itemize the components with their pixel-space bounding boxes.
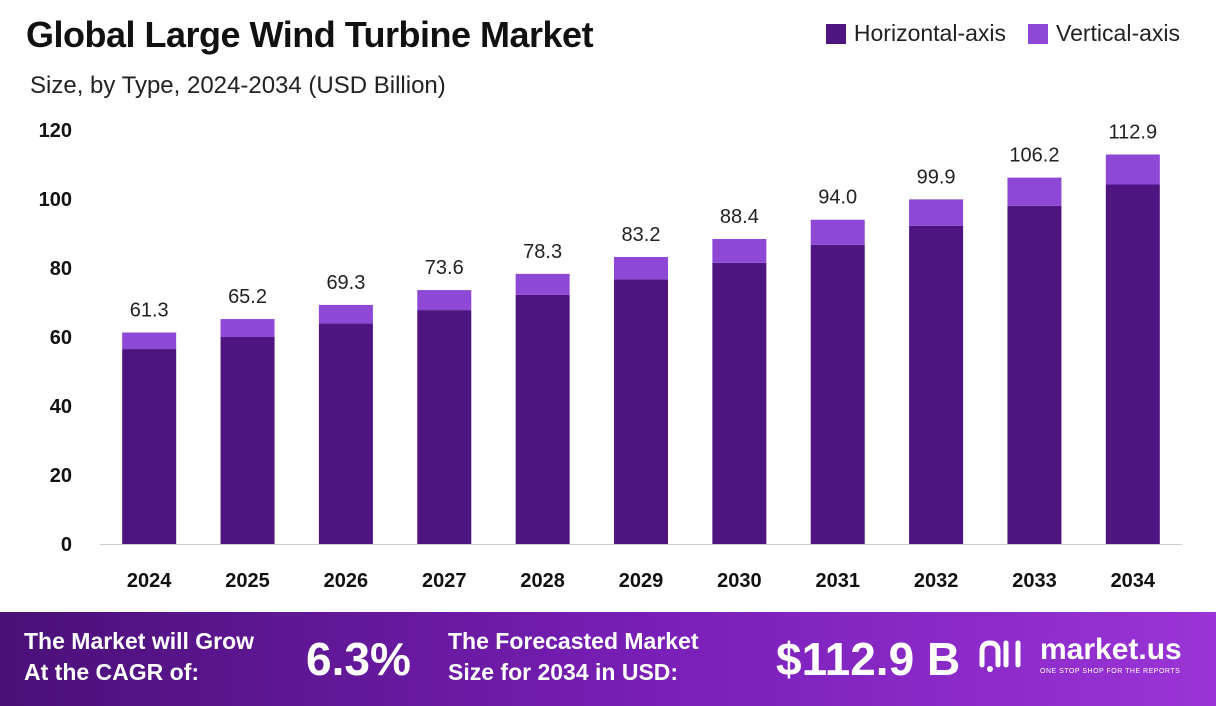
bar-horizontal-2025 [220, 337, 275, 544]
bar-horizontal-2033 [1007, 205, 1062, 544]
bar-vertical-2031 [810, 219, 865, 245]
market-us-logo: market.us ONE STOP SHOP FOR THE REPORTS [978, 634, 1182, 675]
cagr-label-line1: The Market will Grow [24, 628, 255, 654]
chart-title: Global Large Wind Turbine Market [26, 14, 594, 55]
bar-vertical-2024 [122, 332, 177, 350]
bar-vertical-2029 [614, 256, 668, 280]
x-tick-label: 2032 [914, 570, 959, 592]
logo-name: market.us [1040, 633, 1182, 666]
legend-label-vertical: Vertical-axis [1056, 20, 1180, 46]
logo-icon [979, 639, 1021, 672]
x-tick-label: 2030 [717, 570, 762, 592]
x-tick-label: 2028 [520, 570, 565, 592]
data-label-total: 69.3 [326, 272, 365, 294]
footer-banner: The Market will Grow At the CAGR of: 6.3… [0, 612, 1216, 706]
legend-item-vertical: Vertical-axis [1028, 20, 1180, 47]
forecast-value: $112.9 B [776, 633, 961, 685]
bar-vertical-2025 [220, 319, 275, 337]
y-tick-label: 80 [50, 258, 72, 280]
x-tick-label: 2031 [815, 570, 860, 592]
bar-vertical-2034 [1105, 154, 1160, 185]
bar-horizontal-2027 [417, 310, 472, 544]
bar-horizontal-2026 [318, 323, 373, 544]
bar-horizontal-2031 [810, 244, 865, 544]
data-label-total: 61.3 [130, 300, 169, 322]
cagr-label: The Market will Grow At the CAGR of: [24, 626, 254, 688]
y-tick-label: 60 [50, 327, 72, 349]
logo-tagline: ONE STOP SHOP FOR THE REPORTS [1040, 668, 1181, 675]
bar-vertical-2033 [1007, 177, 1062, 206]
data-label-total: 94.0 [818, 187, 857, 209]
data-label-total: 73.6 [425, 257, 464, 279]
data-label-total: 83.2 [622, 224, 661, 246]
bar-vertical-2027 [417, 290, 472, 311]
bar-horizontal-2030 [712, 262, 767, 544]
bar-horizontal-2032 [909, 225, 964, 544]
x-tick-label: 2026 [324, 570, 369, 592]
x-tick-label: 2033 [1012, 570, 1057, 592]
legend-item-horizontal: Horizontal-axis [825, 20, 1007, 47]
x-tick-label: 2034 [1111, 570, 1156, 592]
bar-chart: 0 20 40 60 80 100 120 61.3 2024 65.2 2025 69.3 2026 7… [39, 120, 1182, 592]
data-label-total: 112.9 [1109, 121, 1158, 143]
data-label-total: 88.4 [720, 206, 759, 228]
y-tick-label: 100 [39, 189, 72, 211]
legend-label-horizontal: Horizontal-axis [853, 20, 1007, 46]
x-tick-label: 2024 [127, 570, 172, 592]
x-tick-label: 2027 [422, 570, 467, 592]
legend-swatch-vertical [1028, 23, 1049, 44]
y-tick-label: 20 [50, 465, 72, 487]
x-tick-label: 2025 [225, 570, 270, 592]
y-tick-label: 120 [39, 120, 72, 142]
chart-legend: Horizontal-axis Vertical-axis [825, 20, 1180, 47]
forecast-label-line2: Size for 2034 in USD: [448, 659, 679, 685]
legend-swatch-horizontal [825, 23, 846, 44]
cagr-value: 6.3% [306, 633, 411, 685]
cagr-label-line2: At the CAGR of: [24, 659, 200, 685]
bar-horizontal-2028 [515, 294, 570, 544]
forecast-label-line1: The Forecasted Market [448, 628, 699, 654]
bar-vertical-2028 [515, 273, 570, 295]
y-tick-label: 40 [50, 396, 72, 418]
bar-horizontal-2034 [1105, 184, 1160, 544]
forecast-label: The Forecasted Market Size for 2034 in U… [448, 626, 699, 688]
bar-vertical-2032 [909, 199, 964, 226]
bar-horizontal-2029 [614, 279, 668, 544]
data-label-total: 65.2 [228, 286, 267, 308]
bar-horizontal-2024 [122, 349, 177, 544]
y-tick-label: 0 [61, 534, 72, 556]
data-label-total: 99.9 [917, 166, 956, 188]
bar-vertical-2030 [712, 239, 767, 263]
data-label-total: 106.2 [1009, 145, 1059, 167]
chart-subtitle: Size, by Type, 2024-2034 (USD Billion) [30, 72, 446, 99]
x-tick-label: 2029 [619, 570, 664, 592]
bar-vertical-2026 [318, 304, 373, 324]
data-label-total: 78.3 [523, 241, 562, 263]
